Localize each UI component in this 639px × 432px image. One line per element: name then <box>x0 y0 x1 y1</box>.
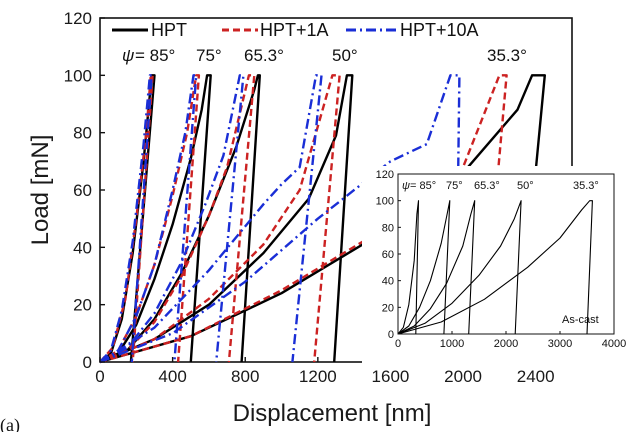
inset-curve-as-cast-35.3 <box>397 200 593 335</box>
inset-x-tick-label: 3000 <box>548 338 572 350</box>
angle-label-35: 35.3° <box>487 46 527 65</box>
inset-y-tick-label: 0 <box>388 329 394 341</box>
inset-angle-label-75: 75° <box>446 180 463 192</box>
inset-x-tick-label: 0 <box>395 338 401 350</box>
curve-hpt-10a-65.3 <box>99 74 245 364</box>
legend-label-hpt: HPT <box>151 20 187 40</box>
inset-y-tick-label: 60 <box>382 249 394 261</box>
inset-material-label: As-cast <box>562 314 599 326</box>
panel-label: (a) <box>0 415 20 432</box>
inset-axes: 0 1000 2000 3000 4000 0 20 40 60 80 100 120 <box>376 169 627 350</box>
main-curves <box>99 74 546 364</box>
inset-curve-as-cast-75 <box>397 200 451 335</box>
y-tick-label: 120 <box>64 9 92 28</box>
inset-angle-label-35: 35.3° <box>573 180 599 192</box>
y-axis-label: Load [mN] <box>27 135 54 246</box>
curve-hpt-1a-50 <box>99 74 341 364</box>
y-tick-label: 0 <box>83 353 92 372</box>
inset-x-tick-label: 2000 <box>494 338 518 350</box>
x-axis-label: Displacement [nm] <box>233 400 432 427</box>
angle-label-75: 75° <box>196 46 222 65</box>
inset-curve-as-cast-65.3 <box>397 200 476 335</box>
curve-hpt-85 <box>99 74 156 363</box>
curve-hpt-10a-85 <box>99 74 153 363</box>
y-tick-label: 80 <box>73 124 92 143</box>
inset-x-tick-label: 1000 <box>440 338 464 350</box>
y-tick-label: 100 <box>64 66 92 85</box>
inset-curves <box>397 200 593 335</box>
inset-y-tick-label: 80 <box>382 222 394 234</box>
inset-y-tick-label: 100 <box>376 196 394 208</box>
angle-label-85: = 85° <box>135 46 175 65</box>
x-tick-label: 2000 <box>444 367 482 386</box>
inset-y-tick-label: 120 <box>376 169 394 181</box>
x-tick-label: 1200 <box>299 367 337 386</box>
legend: HPT HPT+1A HPT+10A <box>112 20 479 40</box>
inset-y-tick-label: 20 <box>382 302 394 314</box>
psi-symbol: ψ <box>122 46 134 65</box>
inset-annotations: ψ = 85° 75° 65.3° 50° 35.3° As-cast <box>402 180 599 326</box>
inset-angle-label-85: = 85° <box>410 180 436 192</box>
y-tick-label: 20 <box>73 296 92 315</box>
x-tick-label: 800 <box>231 367 259 386</box>
y-tick-label: 40 <box>73 238 92 257</box>
inset-curve-as-cast-85 <box>397 200 420 335</box>
curve-hpt-10a-35.3 <box>99 74 461 364</box>
curve-hpt-75 <box>99 74 212 364</box>
curve-hpt-1a-65.3 <box>99 74 256 364</box>
inset-plot-frame <box>397 173 615 335</box>
x-tick-label: 400 <box>158 367 186 386</box>
angle-label-65: 65.3° <box>244 46 284 65</box>
curve-hpt-10a-75 <box>99 74 198 364</box>
inset-curve-as-cast-50 <box>397 200 522 335</box>
y-tick-label: 60 <box>73 181 92 200</box>
x-tick-label: 2400 <box>517 367 555 386</box>
angle-label-50: 50° <box>332 46 358 65</box>
legend-label-hpt-10a: HPT+10A <box>400 20 479 40</box>
angle-annotations: ψ = 85° 75° 65.3° 50° 35.3° <box>122 46 527 65</box>
inset-angle-label-50: 50° <box>517 180 534 192</box>
inset-x-tick-label: 4000 <box>602 338 626 350</box>
x-tick-label: 1600 <box>372 367 410 386</box>
legend-label-hpt-1a: HPT+1A <box>260 20 329 40</box>
inset-psi-symbol: ψ <box>402 180 410 192</box>
inset-y-tick-label: 40 <box>382 276 394 288</box>
inset-angle-label-65: 65.3° <box>474 180 500 192</box>
x-tick-label: 0 <box>95 367 104 386</box>
